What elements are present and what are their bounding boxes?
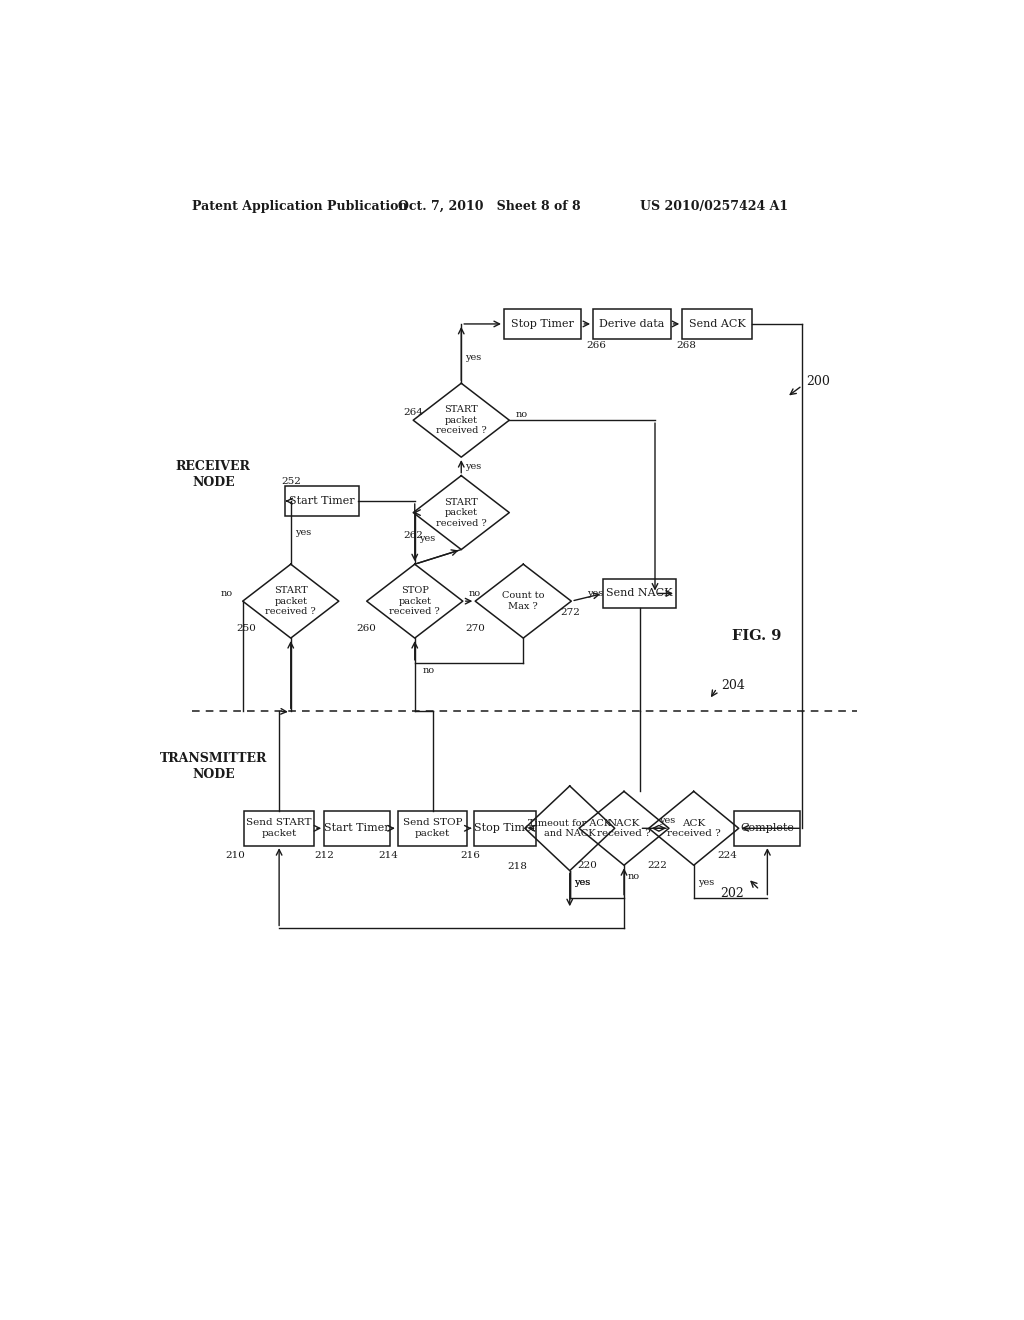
Text: 272: 272 — [560, 609, 581, 618]
Text: 204: 204 — [721, 680, 744, 693]
Text: START
packet
received ?: START packet received ? — [265, 586, 316, 616]
Text: 202: 202 — [720, 887, 744, 900]
Bar — [734, 810, 801, 846]
Text: 266: 266 — [587, 341, 606, 350]
Text: TRANSMITTER
NODE: TRANSMITTER NODE — [160, 752, 267, 781]
Text: Count to
Max ?: Count to Max ? — [502, 591, 545, 611]
Text: STOP
packet
received ?: STOP packet received ? — [389, 586, 440, 616]
Text: 218: 218 — [508, 862, 527, 871]
Text: no: no — [220, 589, 232, 598]
Text: no: no — [469, 589, 481, 598]
Text: yes: yes — [573, 878, 590, 887]
Text: 216: 216 — [461, 851, 480, 859]
Text: 270: 270 — [465, 623, 485, 632]
Text: 224: 224 — [717, 851, 737, 859]
Bar — [245, 810, 314, 846]
Bar — [603, 578, 676, 609]
Text: yes: yes — [573, 878, 590, 887]
Text: 210: 210 — [225, 851, 245, 859]
Text: no: no — [423, 667, 434, 675]
Bar — [682, 309, 752, 339]
Text: yes: yes — [465, 462, 481, 471]
Bar — [504, 309, 582, 339]
Text: yes: yes — [419, 533, 435, 543]
Text: Send ACK: Send ACK — [688, 319, 745, 329]
Bar — [324, 810, 389, 846]
Text: Start Timer: Start Timer — [324, 824, 389, 833]
Text: yes: yes — [295, 528, 311, 537]
Bar — [474, 810, 537, 846]
Text: 260: 260 — [356, 623, 377, 632]
Bar — [593, 309, 671, 339]
Text: 212: 212 — [314, 851, 334, 859]
Bar — [285, 487, 358, 516]
Text: 264: 264 — [403, 408, 423, 417]
Text: Start Timer: Start Timer — [289, 496, 354, 506]
Text: Patent Application Publication: Patent Application Publication — [191, 199, 408, 213]
Text: 200: 200 — [806, 375, 830, 388]
Text: Timeout for ACK
and NACK: Timeout for ACK and NACK — [528, 818, 611, 838]
Text: Send START
packet: Send START packet — [247, 818, 312, 838]
Text: NACK
received ?: NACK received ? — [597, 818, 651, 838]
Text: 250: 250 — [237, 623, 256, 632]
Text: US 2010/0257424 A1: US 2010/0257424 A1 — [640, 199, 787, 213]
Text: ACK
received ?: ACK received ? — [667, 818, 721, 838]
Text: 252: 252 — [282, 478, 301, 486]
Text: 268: 268 — [677, 341, 696, 350]
Text: yes: yes — [587, 589, 603, 598]
Bar — [397, 810, 467, 846]
Text: 222: 222 — [647, 861, 667, 870]
Text: no: no — [515, 409, 527, 418]
Text: yes: yes — [658, 816, 675, 825]
Text: START
packet
received ?: START packet received ? — [436, 405, 486, 436]
Text: yes: yes — [697, 878, 714, 887]
Text: Oct. 7, 2010   Sheet 8 of 8: Oct. 7, 2010 Sheet 8 of 8 — [397, 199, 581, 213]
Text: 262: 262 — [403, 531, 423, 540]
Text: FIG. 9: FIG. 9 — [732, 628, 782, 643]
Text: Stop Timer: Stop Timer — [474, 824, 537, 833]
Text: Send NACK: Send NACK — [606, 589, 673, 598]
Text: Complete: Complete — [740, 824, 795, 833]
Text: 220: 220 — [578, 861, 597, 870]
Text: Send STOP
packet: Send STOP packet — [402, 818, 462, 838]
Text: RECEIVER
NODE: RECEIVER NODE — [176, 459, 251, 488]
Text: 214: 214 — [378, 851, 398, 859]
Text: Stop Timer: Stop Timer — [511, 319, 574, 329]
Text: no: no — [628, 873, 640, 882]
Text: START
packet
received ?: START packet received ? — [436, 498, 486, 528]
Text: yes: yes — [465, 352, 481, 362]
Text: Derive data: Derive data — [599, 319, 665, 329]
